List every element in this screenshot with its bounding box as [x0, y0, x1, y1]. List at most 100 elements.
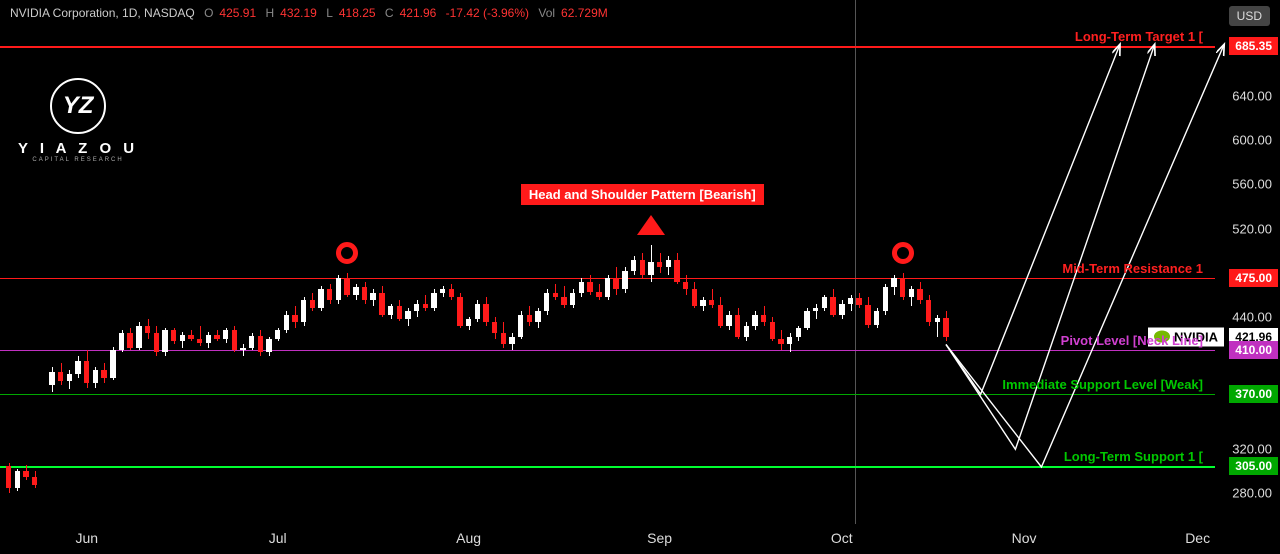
candle-body — [744, 326, 749, 337]
candle-body — [509, 337, 514, 345]
ticker-title: NVIDIA Corporation, 1D, NASDAQ — [10, 6, 195, 20]
candle-body — [6, 466, 11, 488]
candle-body — [15, 471, 20, 488]
candle-body — [457, 297, 462, 326]
y-axis-label: 640.00 — [1232, 89, 1272, 104]
x-axis-label: Nov — [1012, 530, 1037, 546]
candle-body — [58, 372, 63, 381]
candle-body — [943, 318, 948, 337]
candle-body — [388, 306, 393, 315]
candle-body — [136, 326, 141, 348]
candle-body — [414, 304, 419, 312]
candle-body — [127, 333, 132, 347]
candle-body — [449, 289, 454, 297]
candle-body — [440, 289, 445, 292]
x-axis-label: Jun — [75, 530, 98, 546]
candle-body — [431, 293, 436, 308]
candle-body — [154, 333, 159, 352]
candle-body — [848, 298, 853, 304]
x-axis-label: Dec — [1185, 530, 1210, 546]
vol-val: 62.729M — [561, 6, 608, 20]
candle-body — [23, 471, 28, 477]
candle-body — [683, 282, 688, 290]
candle-body — [787, 337, 792, 345]
candle-body — [726, 315, 731, 326]
y-axis-label: 280.00 — [1232, 486, 1272, 501]
cursor-vline — [855, 0, 856, 524]
candle-body — [909, 289, 914, 297]
candle-body — [622, 271, 627, 290]
candle-body — [362, 287, 367, 300]
candle-body — [856, 298, 861, 305]
shoulder-circle-icon — [336, 242, 358, 264]
price-tag: 305.00 — [1229, 457, 1278, 475]
candle-body — [353, 287, 358, 295]
candle-body — [301, 300, 306, 322]
level-line — [0, 466, 1215, 468]
candle-body — [266, 339, 271, 352]
candle-body — [605, 278, 610, 297]
candle-body — [93, 370, 98, 383]
projection-arrow — [946, 45, 1224, 467]
x-axis-label: Oct — [831, 530, 853, 546]
candle-body — [292, 315, 297, 323]
candle-body — [883, 287, 888, 311]
c-val: 421.96 — [400, 6, 437, 20]
candle-body — [709, 300, 714, 304]
candle-body — [674, 260, 679, 282]
candle-body — [587, 282, 592, 292]
candle-body — [700, 300, 705, 306]
c-label: C — [385, 6, 394, 20]
l-val: 418.25 — [339, 6, 376, 20]
candle-body — [796, 328, 801, 337]
candle-body — [631, 260, 636, 271]
candle-wick — [712, 289, 713, 308]
level-label: Pivot Level [Neck Line] — [1053, 330, 1211, 351]
candle-body — [778, 339, 783, 345]
vol-label: Vol — [538, 6, 555, 20]
chart-root[interactable]: NVIDIA Corporation, 1D, NASDAQ O425.91 H… — [0, 0, 1280, 554]
price-tag: 410.00 — [1229, 341, 1278, 359]
o-val: 425.91 — [219, 6, 256, 20]
candle-body — [770, 322, 775, 339]
h-label: H — [265, 6, 274, 20]
candle-body — [657, 262, 662, 268]
x-axis-label: Sep — [647, 530, 672, 546]
candle-body — [735, 315, 740, 337]
watermark-logo: YZ Y I A Z O U CAPITAL RESEARCH — [18, 78, 138, 163]
candle-body — [171, 330, 176, 341]
candle-body — [640, 260, 645, 275]
candle-body — [318, 289, 323, 308]
candle-body — [336, 278, 341, 300]
candle-body — [501, 333, 506, 344]
candle-body — [284, 315, 289, 330]
shoulder-circle-icon — [892, 242, 914, 264]
candle-body — [180, 335, 185, 342]
candle-body — [692, 289, 697, 306]
candle-body — [752, 315, 757, 326]
candle-body — [258, 336, 263, 353]
level-label: Long-Term Support 1 [ — [1056, 446, 1211, 467]
h-val: 432.19 — [280, 6, 317, 20]
candle-body — [830, 297, 835, 315]
candle-body — [214, 335, 219, 339]
candle-body — [544, 293, 549, 312]
change-val: -17.42 (-3.96%) — [446, 6, 529, 20]
candle-body — [32, 477, 37, 485]
logo-glyph: YZ — [50, 78, 106, 134]
candle-body — [926, 300, 931, 322]
candle-body — [223, 330, 228, 339]
candle-body — [900, 278, 905, 297]
y-axis-label: 600.00 — [1232, 133, 1272, 148]
y-axis-label: 520.00 — [1232, 221, 1272, 236]
candle-body — [483, 304, 488, 323]
logo-sub: CAPITAL RESEARCH — [18, 157, 138, 163]
head-triangle-icon — [637, 215, 665, 235]
candle-body — [110, 350, 115, 378]
level-label: Mid-Term Resistance 1 — [1054, 258, 1211, 279]
candle-body — [119, 333, 124, 350]
candle-body — [570, 293, 575, 305]
candle-body — [310, 300, 315, 308]
candle-body — [197, 339, 202, 343]
level-label: Long-Term Target 1 [ — [1067, 26, 1211, 47]
